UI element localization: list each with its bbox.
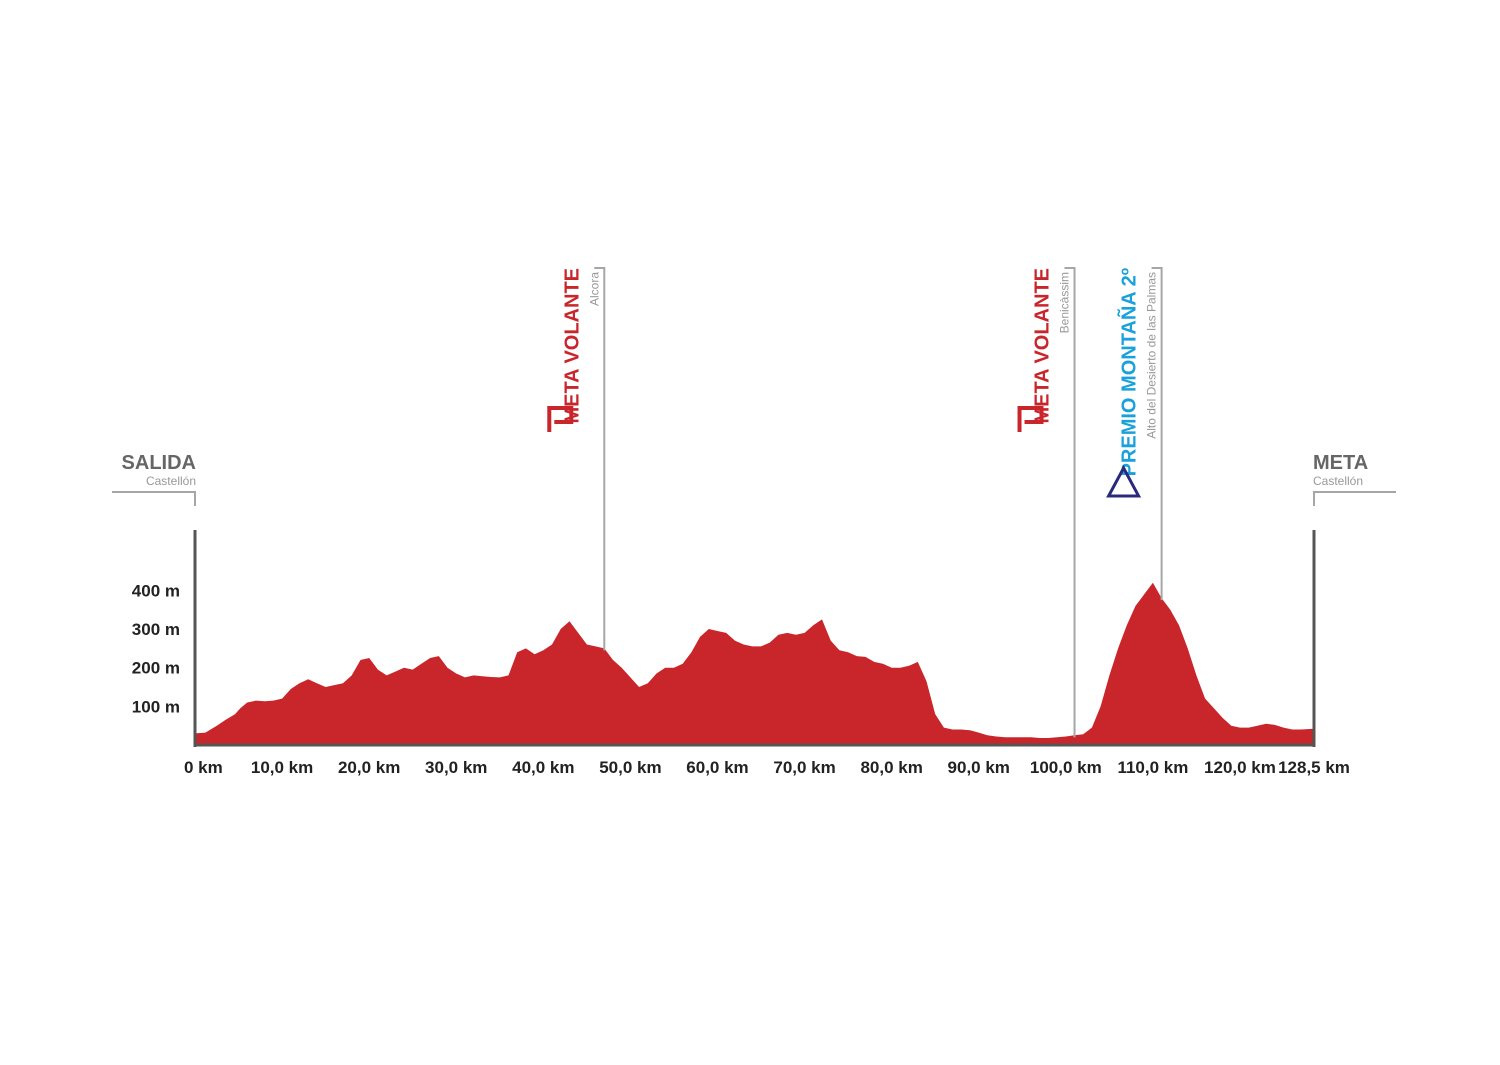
- x-tick-label: 60,0 km: [686, 758, 748, 777]
- finish-place: Castellón: [1313, 474, 1363, 488]
- x-tick-label: 30,0 km: [425, 758, 487, 777]
- marker-pole-line: [1151, 267, 1163, 601]
- x-tick-labels: 0 km 10,0 km 20,0 km 30,0 km 40,0 km 50,0 km 6…: [184, 758, 1350, 777]
- start-place: Castellón: [146, 474, 196, 488]
- route-markers: Alcora META VOLANTE Benicàssim META VOLANTE…: [547, 267, 1163, 738]
- x-tick-label: 120,0 km: [1204, 758, 1276, 777]
- sprint-marker: Benicàssim META VOLANTE: [1017, 267, 1076, 738]
- marker-title: PREMIO MONTAÑA 2º: [1118, 268, 1141, 476]
- x-tick-label: 110,0 km: [1117, 758, 1188, 777]
- x-tick-label: 50,0 km: [599, 758, 661, 777]
- start-marker: SALIDA Castellón: [112, 452, 196, 506]
- marker-pole-line: [1064, 267, 1076, 738]
- elevation-profile-area: [195, 582, 1314, 745]
- marker-title: META VOLANTE: [1032, 268, 1054, 424]
- y-tick-label: 300 m: [132, 620, 180, 639]
- x-tick-label: 20,0 km: [338, 758, 400, 777]
- x-tick-label: 70,0 km: [773, 758, 835, 777]
- start-title: SALIDA: [122, 452, 196, 474]
- mountain-marker: Alto del Desierto de las Palmas PREMIO MO…: [1106, 267, 1163, 601]
- finish-bracket: [1313, 491, 1396, 506]
- x-tick-label: 80,0 km: [860, 758, 922, 777]
- x-tick-label: 0 km: [184, 758, 223, 777]
- marker-place: Alcora: [587, 272, 601, 306]
- finish-marker: META Castellón: [1313, 452, 1396, 506]
- x-tick-label: 40,0 km: [512, 758, 574, 777]
- x-tick-label: 128,5 km: [1278, 758, 1350, 777]
- x-tick-label: 100,0 km: [1030, 758, 1102, 777]
- marker-place: Alto del Desierto de las Palmas: [1145, 272, 1159, 439]
- sprint-flag-icon: [547, 406, 574, 432]
- start-bracket: [112, 491, 196, 506]
- y-tick-labels: 100 m 200 m 300 m 400 m: [132, 581, 180, 716]
- sprint-flag-icon: [1017, 406, 1044, 432]
- y-tick-label: 100 m: [132, 697, 180, 716]
- mountain-triangle-icon: [1106, 464, 1142, 498]
- marker-title: META VOLANTE: [561, 268, 583, 424]
- x-tick-label: 90,0 km: [948, 758, 1010, 777]
- finish-title: META: [1313, 452, 1368, 474]
- sprint-marker: Alcora META VOLANTE: [547, 267, 606, 651]
- y-tick-label: 400 m: [132, 581, 180, 600]
- x-tick-label: 10,0 km: [251, 758, 313, 777]
- marker-place: Benicàssim: [1058, 272, 1072, 333]
- marker-pole-line: [594, 267, 606, 651]
- y-tick-label: 200 m: [132, 659, 180, 678]
